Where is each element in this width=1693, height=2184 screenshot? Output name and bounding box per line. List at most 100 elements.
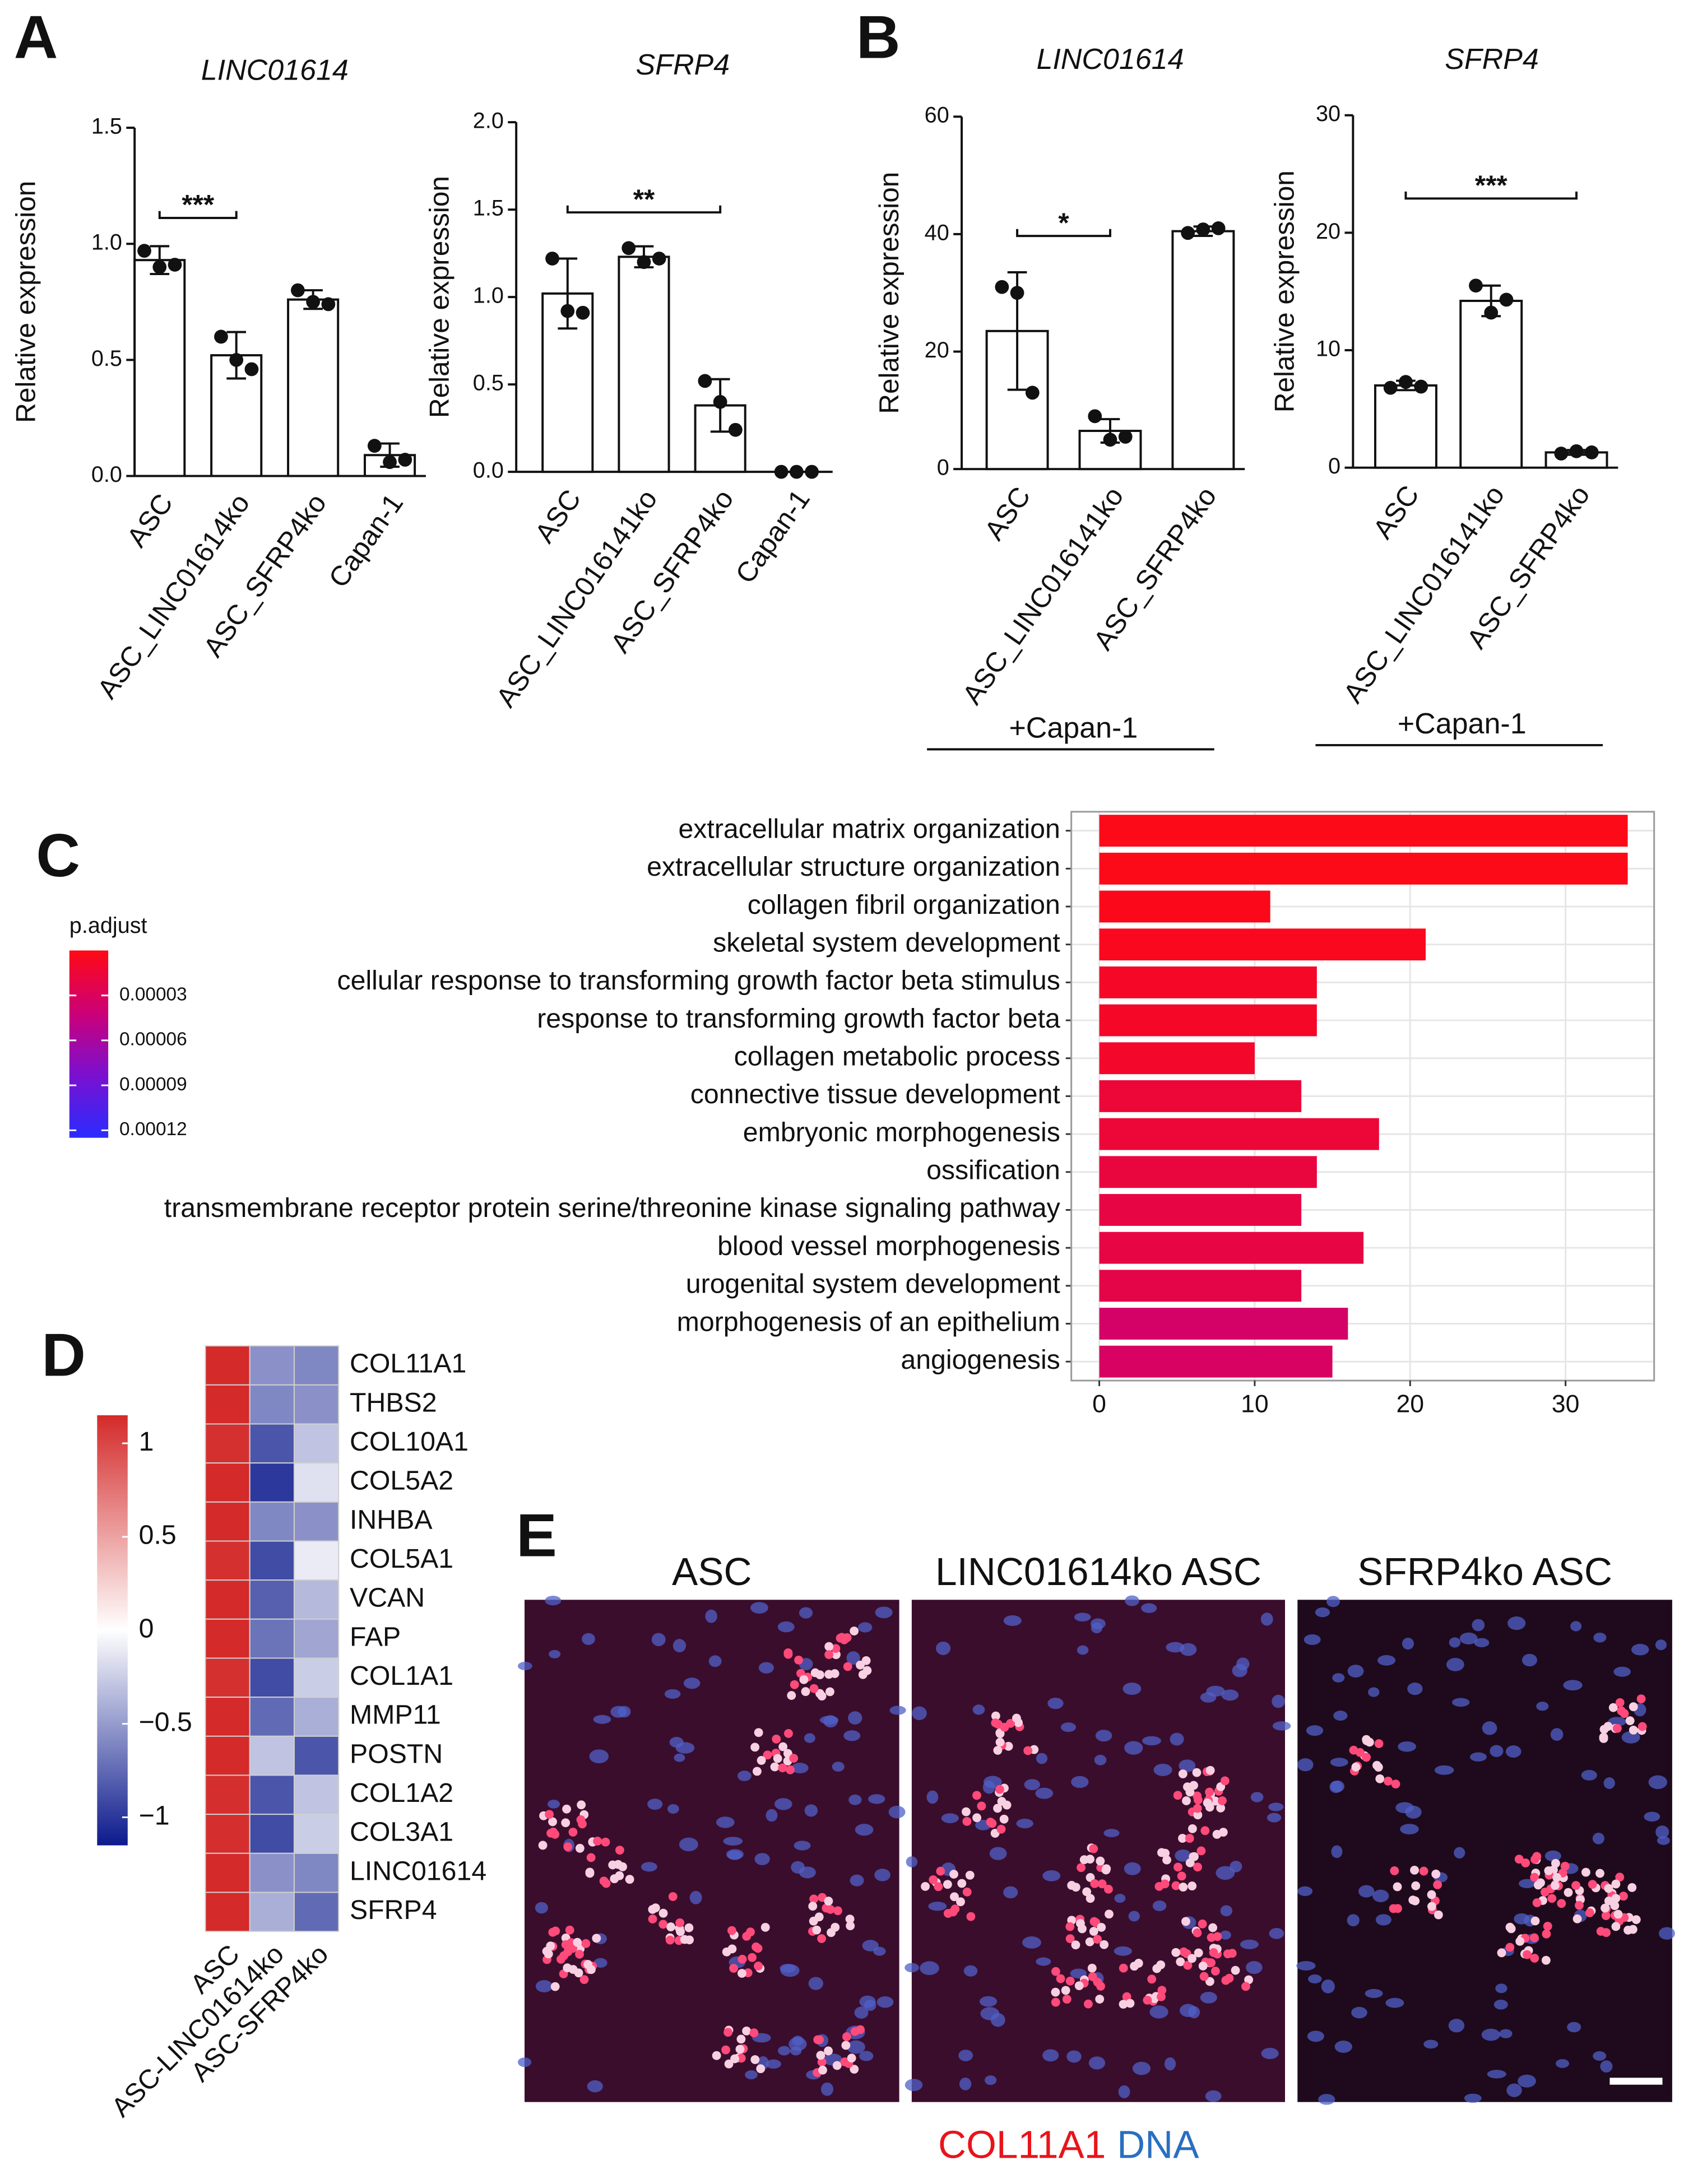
lipid-droplet [1390, 1866, 1399, 1875]
heatmap-cell [205, 1540, 251, 1581]
lipid-droplet [1625, 1716, 1635, 1726]
lipid-droplet [1067, 1881, 1077, 1890]
heatmap-cell [205, 1852, 251, 1893]
nucleus [1166, 1642, 1185, 1653]
lipid-droplet [999, 1814, 1009, 1824]
nucleus [1550, 1728, 1564, 1741]
nucleus [1071, 1776, 1089, 1788]
nucleus [1219, 1930, 1231, 1940]
nucleus [1648, 1775, 1667, 1790]
nucleus [1124, 1741, 1143, 1755]
nucleus [672, 1639, 687, 1653]
heatmap-cell [293, 1579, 340, 1620]
nucleus [1351, 2006, 1367, 2019]
nucleus [832, 1762, 845, 1772]
lipid-droplet [668, 1892, 678, 1901]
lipid-droplet [842, 1633, 852, 1642]
lipid-droplet [724, 2059, 734, 2069]
nucleus [963, 1965, 978, 1977]
nucleus [547, 1800, 560, 1809]
nucleus [708, 1655, 722, 1667]
caption: COL11A1 DNA [938, 2123, 1199, 2167]
bar [1099, 1232, 1364, 1264]
lipid-droplet [1585, 1908, 1594, 1917]
lipid-droplet [601, 1837, 610, 1847]
significance-bracket [566, 205, 722, 214]
lipid-droplet [548, 1817, 557, 1827]
data-point [1025, 385, 1040, 400]
lipid-droplet [1198, 1919, 1207, 1929]
nucleus [1114, 1893, 1126, 1903]
lipid-droplet [832, 2061, 842, 2070]
lipid-droplet [754, 1962, 763, 1971]
data-point [1196, 222, 1210, 236]
nucleus [1035, 1787, 1054, 1799]
heatmap-cell [249, 1384, 295, 1425]
lipid-droplet [1523, 1950, 1532, 1959]
micrograph [1296, 1596, 1675, 2105]
nucleus [774, 1798, 792, 1810]
lipid-droplet [1171, 1881, 1181, 1890]
lipid-droplet [1088, 1972, 1097, 1981]
micrograph [905, 1595, 1291, 2102]
panel-label: E [516, 1502, 557, 1570]
nucleus [1603, 1777, 1615, 1789]
nucleus [808, 1977, 823, 1990]
heatmap-cell [249, 1852, 295, 1893]
nucleus [1423, 2039, 1439, 2049]
lipid-droplet [675, 1918, 685, 1927]
lipid-droplet [1023, 1746, 1033, 1755]
data-point [168, 258, 182, 272]
y-tick-label: 60 [925, 103, 949, 128]
nucleus [1407, 1682, 1423, 1695]
lipid-droplet [676, 1927, 685, 1936]
nucleus [1095, 1730, 1112, 1742]
lipid-droplet [1224, 1973, 1234, 1983]
lipid-droplet [1611, 1894, 1621, 1903]
lipid-droplet [1375, 1774, 1385, 1783]
lipid-droplet [1419, 1866, 1428, 1876]
lipid-droplet [845, 1915, 855, 1924]
y-axis-label: Relative expression [1269, 170, 1300, 412]
lipid-droplet [577, 1800, 586, 1810]
lipid-droplet [1575, 1900, 1584, 1910]
lipid-droplet [1573, 1914, 1582, 1923]
nucleus [518, 1661, 532, 1670]
lipid-droplet [1530, 1916, 1540, 1926]
bar [1099, 1308, 1348, 1340]
bar [1099, 1080, 1302, 1112]
row-label: COL3A1 [350, 1817, 453, 1847]
plot-frame [1070, 811, 1655, 1382]
lipid-droplet [815, 2035, 824, 2044]
heatmap-cell [293, 1852, 340, 1893]
bar [1099, 928, 1426, 961]
lipid-droplet [842, 2032, 851, 2041]
lipid-droplet [1087, 1963, 1097, 1973]
nucleus [958, 2050, 973, 2061]
nucleus [1141, 1603, 1157, 1613]
nucleus [1377, 1655, 1396, 1666]
nucleus [1368, 1687, 1380, 1697]
y-tick-label: 1.0 [91, 230, 122, 255]
row-label: COL5A2 [350, 1466, 453, 1496]
lipid-droplet [1362, 1736, 1371, 1745]
y-tick-label: 0.0 [91, 462, 122, 487]
lipid-droplet [1193, 1928, 1202, 1937]
data-point [1499, 292, 1514, 307]
x-tick-label: 10 [1241, 1390, 1269, 1418]
bar [1099, 1004, 1317, 1037]
lipid-droplet [625, 1875, 634, 1884]
bar [694, 404, 746, 473]
lipid-droplet [648, 1905, 657, 1914]
nucleus [819, 1716, 839, 1725]
lipid-droplet [1181, 1917, 1190, 1926]
nucleus [1469, 1752, 1487, 1762]
nucleus [587, 2080, 603, 2093]
lipid-droplet [846, 1921, 855, 1931]
lipid-droplet [1002, 1800, 1012, 1810]
lipid-droplet [1000, 1722, 1009, 1732]
lipid-droplet [1615, 1698, 1625, 1707]
lipid-droplet [1355, 1748, 1365, 1757]
nucleus [610, 1706, 627, 1718]
lipid-droplet [772, 1734, 781, 1744]
